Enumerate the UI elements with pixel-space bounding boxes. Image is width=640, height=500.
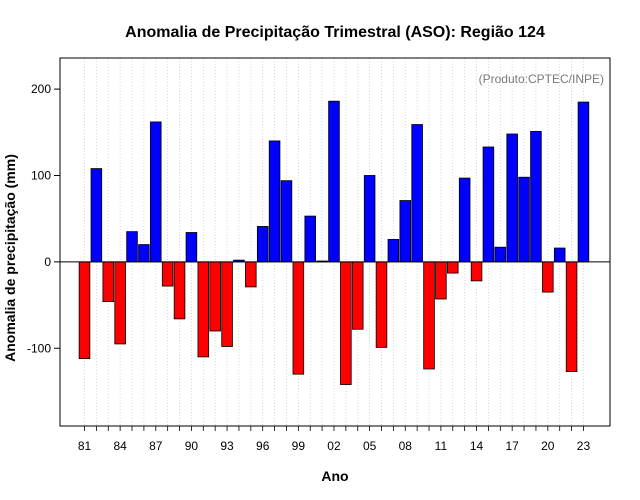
bar-2003 — [340, 261, 352, 385]
bar-1984 — [114, 261, 126, 345]
bar-2014 — [470, 261, 483, 282]
bar-2019 — [530, 131, 542, 263]
bar-2018 — [518, 176, 530, 263]
bar-1989 — [173, 261, 186, 320]
bar-2004 — [351, 261, 364, 330]
bar-2017 — [506, 133, 518, 263]
x-tick-label: 99 — [292, 439, 306, 453]
bar-1988 — [161, 261, 174, 287]
bar-1983 — [102, 261, 115, 303]
bar-2015 — [482, 146, 495, 263]
plot-frame — [59, 57, 611, 427]
bar-2021 — [553, 247, 566, 263]
x-tick-label: 14 — [470, 439, 484, 453]
bar-1982 — [90, 168, 103, 263]
bar-2012 — [447, 261, 459, 274]
x-tick-label: 84 — [113, 439, 127, 453]
x-tick-label: 17 — [506, 439, 520, 453]
x-tick-label: 23 — [577, 439, 591, 453]
bar-2013 — [458, 177, 471, 263]
y-tick-label: 200 — [31, 82, 51, 96]
x-axis-label: Ano — [321, 468, 348, 484]
chart-title: Anomalia de Precipitação Trimestral (ASO… — [125, 24, 545, 41]
x-tick-label: 96 — [256, 439, 270, 453]
bar-1992 — [209, 261, 221, 332]
x-tick-label: 11 — [435, 439, 448, 453]
bar-2010 — [423, 261, 435, 370]
x-tick-label: 93 — [220, 439, 234, 453]
bar-1995 — [245, 261, 257, 288]
bar-2011 — [435, 261, 447, 300]
x-tick-label: 08 — [399, 439, 413, 453]
x-axis: 81 84 87 90 93 96 99 02 05 08 11 14 17 20 23 — [78, 426, 591, 453]
y-tick-label: 100 — [31, 168, 51, 182]
bar-2023 — [577, 101, 590, 263]
y-axis: -100 0 100 200 — [27, 82, 60, 355]
bar-2005 — [363, 175, 376, 263]
bar-2008 — [399, 200, 412, 263]
x-tick-label: 02 — [327, 439, 341, 453]
bar-1998 — [280, 180, 293, 263]
bar-1999 — [292, 261, 305, 375]
bar-2020 — [542, 261, 554, 293]
bar-2009 — [411, 124, 423, 263]
x-tick-label: 20 — [541, 439, 555, 453]
bar-2000 — [304, 215, 316, 263]
bar-2007 — [387, 239, 400, 263]
y-tick-label: 0 — [44, 255, 51, 269]
bar-1991 — [197, 261, 210, 358]
bar-1990 — [185, 232, 198, 263]
bar-1981 — [78, 261, 91, 360]
bar-1985 — [126, 231, 138, 263]
x-tick-label: 05 — [363, 439, 377, 453]
bar-2016 — [494, 246, 507, 263]
bar-1993 — [221, 261, 233, 347]
credit-text: (Produto:CPTEC/INPE) — [479, 72, 604, 86]
y-axis-label: Anomalia de precipitação (mm) — [2, 154, 18, 362]
x-tick-label: 87 — [149, 439, 163, 453]
bar-2022 — [565, 261, 578, 372]
y-tick-label: -100 — [27, 341, 51, 355]
bar-1996 — [256, 226, 269, 263]
bar-1986 — [138, 244, 150, 263]
bar-2002 — [328, 100, 340, 263]
bars-group — [78, 100, 590, 385]
bar-1987 — [150, 121, 162, 263]
bar-2006 — [375, 261, 388, 348]
bar-1997 — [268, 140, 281, 263]
x-tick-label: 90 — [185, 439, 199, 453]
x-tick-label: 81 — [78, 439, 92, 453]
